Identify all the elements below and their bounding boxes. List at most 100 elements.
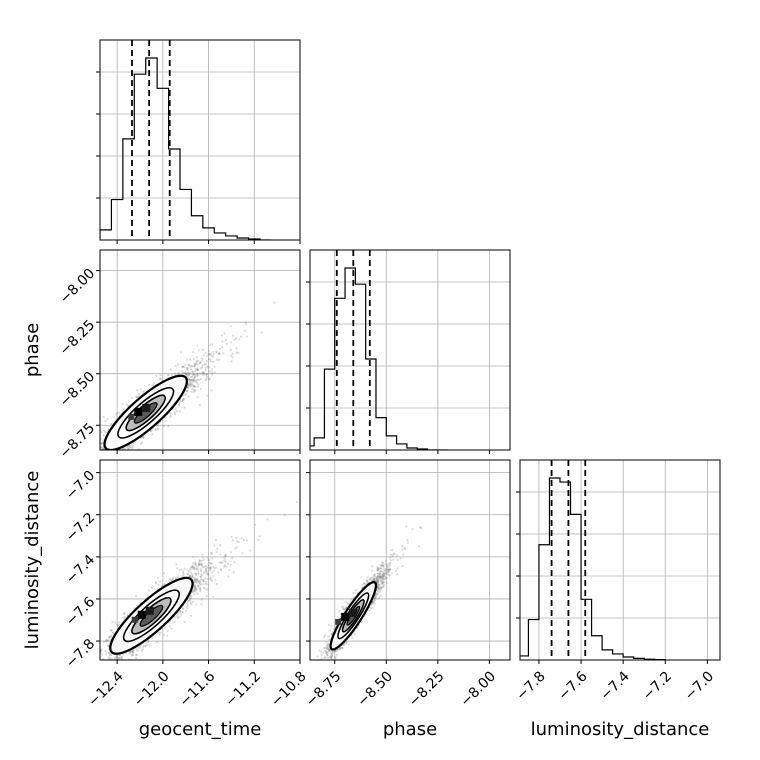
scatter-point — [196, 373, 199, 377]
scatter-point — [197, 569, 200, 572]
scatter-point — [165, 420, 168, 423]
scatter-point — [106, 453, 108, 455]
scatter-point — [184, 371, 187, 374]
scatter-point — [155, 374, 158, 377]
scatter-point — [193, 370, 197, 373]
scatter-point — [196, 579, 199, 582]
scatter-point — [215, 566, 218, 569]
scatter-point — [135, 395, 138, 398]
scatter-point — [195, 588, 198, 591]
scatter-point — [78, 694, 80, 696]
scatter-point — [100, 442, 103, 445]
scatter-point — [109, 666, 111, 668]
scatter-point — [173, 616, 176, 619]
scatter-point — [191, 378, 194, 381]
scatter-point — [213, 371, 216, 374]
scatter-point — [195, 581, 198, 584]
scatter-point — [202, 371, 206, 374]
scatter-point — [189, 601, 192, 604]
scatter-point — [111, 621, 114, 624]
scatter-point — [90, 669, 92, 671]
scatter-point — [199, 360, 202, 363]
scatter-point — [182, 365, 185, 368]
scatter-point — [198, 580, 201, 583]
scatter-point — [194, 373, 197, 376]
scatter-point — [100, 442, 103, 445]
scatter-point — [154, 581, 157, 584]
scatter-point — [157, 631, 160, 634]
scatter-point — [233, 561, 236, 564]
scatter-point — [154, 428, 157, 431]
scatter-point — [113, 451, 115, 453]
scatter-point — [194, 563, 197, 566]
scatter-point — [200, 574, 203, 577]
scatter-point — [199, 587, 202, 590]
scatter-point — [188, 378, 191, 381]
scatter-point — [182, 570, 185, 573]
scatter-point — [106, 639, 110, 642]
scatter-point — [181, 399, 184, 402]
scatter-point — [231, 334, 235, 337]
scatter-point — [198, 581, 201, 585]
scatter-point — [110, 451, 112, 453]
scatter-point — [183, 567, 186, 570]
scatter-point — [97, 452, 99, 454]
scatter-point — [132, 650, 135, 654]
scatter-point — [170, 627, 173, 630]
scatter-point — [188, 381, 191, 384]
scatter-point — [189, 574, 192, 577]
scatter-point — [176, 363, 179, 366]
scatter-point — [109, 457, 111, 459]
scatter-point — [156, 428, 160, 431]
scatter-point — [132, 653, 135, 656]
scatter-point — [191, 380, 194, 384]
scatter-point — [135, 653, 138, 656]
scatter-point — [224, 554, 227, 557]
scatter-point — [200, 564, 203, 567]
scatter-point — [199, 575, 202, 579]
scatter-point — [212, 350, 215, 354]
scatter-point — [189, 380, 192, 383]
scatter-point — [120, 657, 123, 660]
scatter-point — [193, 365, 196, 368]
scatter-point — [179, 611, 182, 614]
scatter-point — [212, 595, 215, 599]
scatter-point — [189, 378, 192, 381]
histogram-step-geocent_time — [100, 57, 272, 240]
scatter-point — [145, 641, 148, 645]
scatter-point — [101, 657, 104, 660]
scatter-point — [183, 366, 186, 369]
scatter-point — [129, 650, 132, 653]
scatter-point — [244, 329, 247, 332]
scatter-point — [201, 553, 204, 556]
scatter-point — [206, 372, 209, 375]
scatter-point — [142, 436, 145, 439]
scatter-point — [188, 363, 191, 366]
scatter-point — [194, 579, 197, 582]
scatter-point — [107, 644, 110, 647]
scatter-point — [90, 664, 92, 666]
scatter-point — [196, 378, 199, 381]
scatter-point — [107, 636, 110, 639]
scatter-point — [198, 362, 201, 365]
scatter-point — [185, 373, 188, 376]
scatter-point — [192, 373, 195, 376]
scatter-point — [130, 446, 133, 449]
scatter-point — [196, 396, 199, 399]
scatter-point — [190, 378, 193, 381]
scatter-point — [201, 578, 204, 582]
scatter-point — [180, 568, 183, 571]
scatter-point — [190, 603, 193, 606]
phase-y-tick-label: −8.00 — [57, 266, 99, 308]
scatter-point — [102, 415, 105, 419]
scatter-point — [167, 374, 170, 377]
scatter-point — [141, 390, 144, 394]
scatter-point — [209, 358, 212, 361]
scatter-point — [110, 634, 113, 637]
scatter-point — [182, 571, 185, 574]
phase-y-tick-label: −8.25 — [57, 317, 99, 359]
scatter-point — [198, 561, 201, 564]
scatter-point — [111, 455, 113, 457]
scatter-point — [128, 444, 131, 447]
scatter-point — [179, 610, 182, 613]
